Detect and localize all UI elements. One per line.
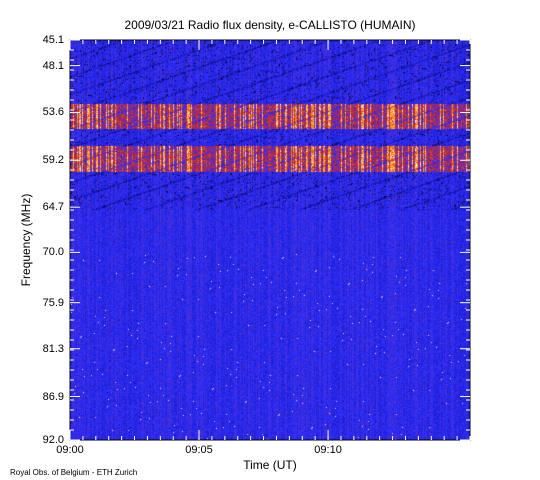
y-tick-label: 70.0	[42, 246, 64, 259]
y-axis-title: Frequency (MHz)	[19, 193, 33, 287]
plot-frame	[69, 39, 471, 441]
credit-text: Royal Obs. of Belgium - ETH Zurich	[10, 468, 138, 477]
spectrogram-plot	[69, 39, 471, 441]
y-tick-label: 86.9	[42, 390, 64, 403]
plot-border	[69, 39, 471, 441]
chart-title: 2009/03/21 Radio flux density, e-CALLIST…	[124, 18, 416, 32]
spectrogram-heatmap	[70, 40, 470, 440]
x-tick-label: 09:05	[185, 444, 213, 456]
y-tick-label: 45.1	[42, 34, 64, 46]
y-tick-label: 92.0	[42, 434, 64, 446]
x-tick-label: 09:00	[56, 444, 84, 456]
y-tick-label: 64.7	[42, 201, 64, 214]
y-tick-label: 81.3	[42, 342, 64, 355]
y-tick-label: 59.2	[42, 154, 64, 167]
y-tick-label: 75.9	[42, 296, 64, 309]
y-tick-label: 53.6	[42, 106, 64, 119]
x-tick-label: 09:10	[314, 444, 342, 456]
y-tick-label: 48.1	[42, 59, 64, 72]
x-axis-title: Time (UT)	[243, 458, 297, 472]
